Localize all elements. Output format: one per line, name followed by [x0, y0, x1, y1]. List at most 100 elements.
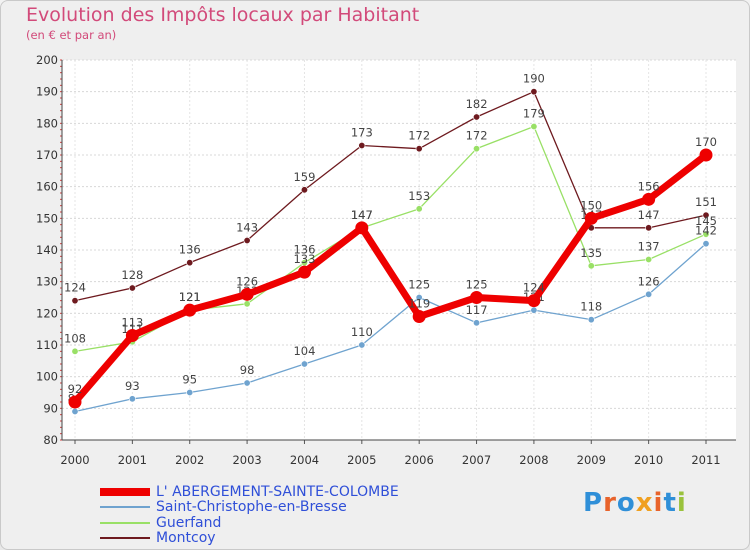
y-tick-label: 80 [43, 433, 58, 447]
data-point-l-abergement-sainte-colombe [527, 294, 541, 308]
x-tick-label: 2006 [405, 453, 434, 467]
legend-label-guerfand: Guerfand [156, 515, 222, 531]
y-tick-label: 110 [36, 338, 58, 352]
data-label-guerfand: 172 [466, 129, 488, 143]
data-point-montcoy [358, 142, 366, 150]
legend-item-montcoy: Montcoy [100, 530, 500, 546]
data-point-l-abergement-sainte-colombe [355, 221, 369, 235]
data-point-montcoy [530, 88, 538, 96]
y-tick-label: 140 [36, 243, 58, 257]
y-tick-label: 180 [36, 116, 58, 130]
data-label-guerfand: 108 [64, 331, 86, 345]
data-label-montcoy: 190 [523, 72, 545, 86]
data-point-saint-christophe-en-bresse [530, 306, 538, 314]
y-tick-label: 200 [36, 53, 58, 67]
data-point-l-abergement-sainte-colombe [68, 395, 82, 409]
data-label-montcoy: 182 [466, 97, 488, 111]
x-tick-label: 2005 [347, 453, 376, 467]
data-point-montcoy [300, 186, 308, 194]
data-label-guerfand: 135 [580, 246, 602, 260]
data-point-saint-christophe-en-bresse [645, 290, 653, 298]
data-label-saint-christophe-en-bresse: 142 [695, 224, 717, 238]
data-label-saint-christophe-en-bresse: 93 [125, 379, 140, 393]
data-label-saint-christophe-en-bresse: 110 [351, 325, 373, 339]
data-label-montcoy: 151 [695, 195, 717, 209]
data-point-guerfand [415, 205, 423, 213]
data-label-l-abergement-sainte-colombe: 125 [466, 278, 488, 292]
data-point-l-abergement-sainte-colombe [125, 329, 139, 342]
legend-swatch-guerfand [100, 522, 150, 524]
data-point-montcoy [702, 211, 710, 219]
data-point-saint-christophe-en-bresse [415, 293, 423, 301]
data-label-l-abergement-sainte-colombe: 170 [695, 135, 717, 149]
x-tick-label: 2002 [175, 453, 204, 467]
data-label-l-abergement-sainte-colombe: 133 [293, 252, 315, 266]
y-tick-label: 120 [36, 306, 58, 320]
legend-label-montcoy: Montcoy [156, 530, 216, 546]
data-point-saint-christophe-en-bresse [473, 319, 481, 327]
legend-item-abergement: L' ABERGEMENT-SAINTE-COLOMBE [100, 484, 500, 500]
data-point-guerfand [71, 347, 79, 355]
data-point-saint-christophe-en-bresse [71, 407, 79, 415]
y-tick-label: 170 [36, 148, 58, 162]
series-montcoy: 124 128 136 143 159 173 172 182 190 147 147 151 [64, 72, 717, 305]
data-point-l-abergement-sainte-colombe [183, 303, 197, 317]
data-label-guerfand: 179 [523, 107, 545, 121]
proxiti-logo: Proxiti [583, 488, 687, 518]
data-point-l-abergement-sainte-colombe [470, 291, 484, 304]
data-label-montcoy: 173 [351, 126, 373, 140]
data-point-montcoy [128, 284, 136, 292]
data-point-saint-christophe-en-bresse [128, 395, 136, 403]
legend-label-saint-christophe: Saint-Christophe-en-Bresse [156, 499, 347, 515]
x-tick-label: 2009 [577, 453, 606, 467]
y-tick-label: 190 [36, 85, 58, 99]
series-line-saint-christophe-en-bresse [74, 243, 707, 413]
x-tick-label: 2010 [634, 453, 663, 467]
y-tick-label: 90 [43, 401, 58, 415]
data-label-saint-christophe-en-bresse: 95 [182, 373, 197, 387]
data-point-guerfand [530, 123, 538, 131]
data-label-l-abergement-sainte-colombe: 147 [351, 208, 373, 222]
data-point-l-abergement-sainte-colombe [240, 287, 254, 301]
data-point-l-abergement-sainte-colombe [297, 265, 311, 279]
data-point-guerfand [243, 300, 251, 308]
data-label-guerfand: 147 [351, 208, 373, 222]
x-tick-label: 2007 [462, 453, 491, 467]
data-point-saint-christophe-en-bresse [587, 316, 595, 324]
data-label-saint-christophe-en-bresse: 98 [240, 363, 255, 377]
data-point-montcoy [645, 224, 653, 232]
data-point-montcoy [71, 297, 79, 305]
legend-swatch-montcoy [100, 537, 150, 539]
legend-swatch-saint-christophe [100, 506, 150, 508]
legend-item-saint-christophe: Saint-Christophe-en-Bresse [100, 499, 500, 515]
data-point-guerfand [645, 255, 653, 263]
data-point-saint-christophe-en-bresse [243, 379, 251, 387]
data-point-saint-christophe-en-bresse [186, 388, 194, 396]
data-point-montcoy [243, 237, 251, 245]
data-point-l-abergement-sainte-colombe [584, 211, 598, 225]
x-tick-label: 2011 [691, 453, 720, 467]
series-line-montcoy [74, 91, 707, 302]
data-label-guerfand: 153 [408, 189, 430, 203]
data-point-l-abergement-sainte-colombe [412, 310, 426, 323]
data-label-montcoy: 143 [236, 221, 258, 235]
data-point-l-abergement-sainte-colombe [699, 148, 713, 162]
data-label-montcoy: 172 [408, 129, 430, 143]
data-point-saint-christophe-en-bresse [300, 360, 308, 368]
data-label-montcoy: 159 [293, 170, 315, 184]
data-label-l-abergement-sainte-colombe: 150 [580, 198, 602, 212]
data-label-l-abergement-sainte-colombe: 92 [68, 382, 83, 396]
legend-item-guerfand: Guerfand [100, 515, 500, 531]
data-point-saint-christophe-en-bresse [702, 240, 710, 248]
data-label-montcoy: 136 [179, 243, 201, 257]
series-saint-christophe-en-bresse: 89939598104110125117121118126142 [68, 224, 717, 415]
data-point-montcoy [473, 113, 481, 121]
data-point-guerfand [702, 230, 710, 238]
y-tick-label: 130 [36, 275, 58, 289]
legend-swatch-abergement [100, 488, 150, 496]
data-point-guerfand [587, 262, 595, 270]
data-label-l-abergement-sainte-colombe: 156 [638, 179, 660, 193]
y-tick-label: 160 [36, 180, 58, 194]
series-l-abergement-sainte-colombe: 92 113 121 126 133 147 119 125 124 150 156 170 [68, 135, 717, 409]
data-label-saint-christophe-en-bresse: 126 [638, 274, 660, 288]
